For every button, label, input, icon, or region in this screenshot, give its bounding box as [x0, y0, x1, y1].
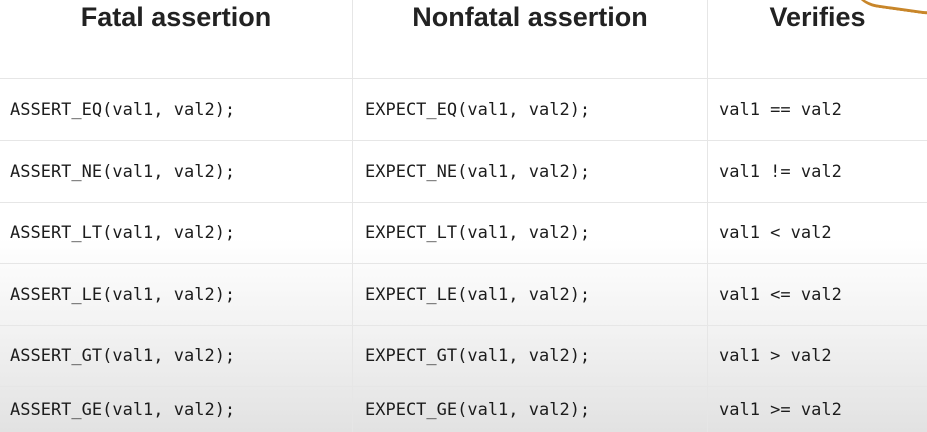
header-fatal-assertion: Fatal assertion [0, 0, 353, 78]
table-row: ASSERT_LE(val1, val2); EXPECT_LE(val1, v… [0, 264, 927, 326]
nonfatal-assertion-cell: EXPECT_GT(val1, val2); [353, 325, 708, 386]
fatal-assertion-cell: ASSERT_GE(val1, val2); [0, 387, 353, 432]
verifies-cell: val1 < val2 [719, 222, 832, 243]
table-row: ASSERT_GT(val1, val2); EXPECT_GT(val1, v… [0, 325, 927, 387]
fatal-assertion-cell: ASSERT_NE(val1, val2); [0, 141, 353, 202]
verifies-cell: val1 >= val2 [719, 399, 842, 420]
header-nonfatal-assertion: Nonfatal assertion [353, 0, 708, 78]
verifies-cell: val1 > val2 [719, 345, 832, 366]
fatal-assertion-cell: ASSERT_GT(val1, val2); [0, 325, 353, 386]
table-row: ASSERT_NE(val1, val2); EXPECT_NE(val1, v… [0, 141, 927, 203]
fatal-assertion-cell: ASSERT_EQ(val1, val2); [0, 79, 353, 140]
header-verifies: Verifies [769, 2, 866, 32]
verifies-cell: val1 != val2 [719, 161, 842, 182]
fatal-assertion-cell: ASSERT_LT(val1, val2); [0, 202, 353, 263]
table-row: ASSERT_LT(val1, val2); EXPECT_LT(val1, v… [0, 202, 927, 264]
fatal-assertion-cell: ASSERT_LE(val1, val2); [0, 264, 353, 325]
verifies-cell: val1 == val2 [719, 99, 842, 120]
nonfatal-assertion-cell: EXPECT_GE(val1, val2); [353, 387, 708, 432]
table-row: ASSERT_GE(val1, val2); EXPECT_GE(val1, v… [0, 387, 927, 432]
table-row: ASSERT_EQ(val1, val2); EXPECT_EQ(val1, v… [0, 79, 927, 141]
nonfatal-assertion-cell: EXPECT_NE(val1, val2); [353, 141, 708, 202]
nonfatal-assertion-cell: EXPECT_LE(val1, val2); [353, 264, 708, 325]
table-header-row: Fatal assertion Nonfatal assertion Verif… [0, 0, 927, 79]
verifies-cell: val1 <= val2 [719, 284, 842, 305]
nonfatal-assertion-cell: EXPECT_LT(val1, val2); [353, 202, 708, 263]
nonfatal-assertion-cell: EXPECT_EQ(val1, val2); [353, 79, 708, 140]
